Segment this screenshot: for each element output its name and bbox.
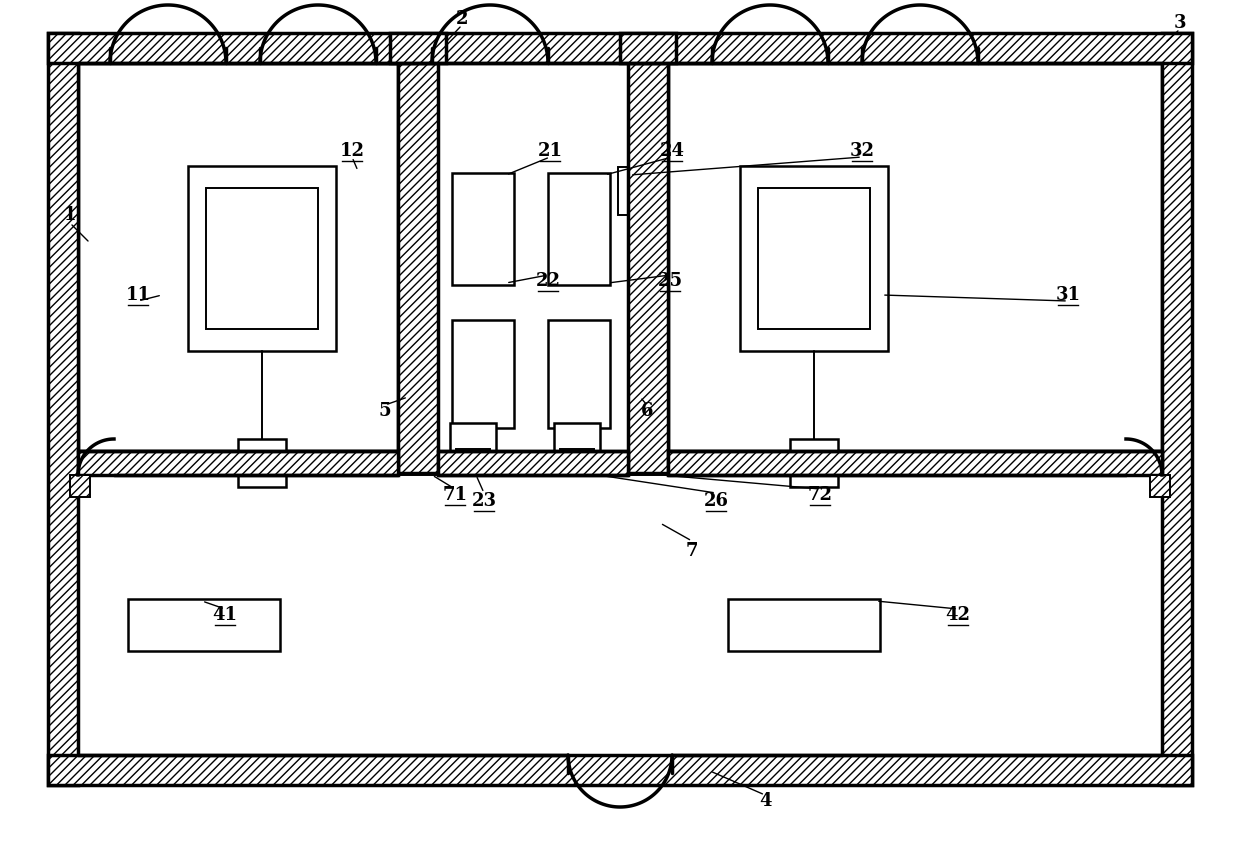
- Bar: [206, 188, 317, 329]
- Bar: [450, 423, 496, 451]
- Text: 12: 12: [340, 142, 365, 160]
- Bar: [740, 166, 888, 351]
- Text: 71: 71: [443, 486, 467, 504]
- Text: 22: 22: [536, 272, 560, 290]
- Bar: [790, 439, 838, 487]
- Text: 26: 26: [703, 492, 729, 510]
- Text: 72: 72: [807, 486, 832, 504]
- Text: 25: 25: [657, 272, 682, 290]
- Bar: [548, 320, 610, 428]
- Text: 24: 24: [660, 142, 684, 160]
- Text: 41: 41: [212, 606, 238, 624]
- Bar: [627, 63, 668, 473]
- Bar: [128, 599, 280, 651]
- Bar: [758, 188, 870, 329]
- Text: 7: 7: [686, 542, 698, 560]
- Bar: [620, 33, 676, 63]
- Text: 32: 32: [849, 142, 874, 160]
- Text: 2: 2: [456, 10, 469, 28]
- Bar: [48, 33, 78, 785]
- Bar: [188, 166, 336, 351]
- Bar: [1162, 33, 1192, 785]
- Bar: [438, 451, 627, 475]
- Text: 3: 3: [1174, 14, 1187, 32]
- Bar: [391, 33, 446, 63]
- Text: 6: 6: [641, 402, 653, 420]
- Bar: [48, 33, 1192, 63]
- Bar: [1149, 475, 1171, 497]
- Bar: [453, 320, 515, 428]
- Text: 31: 31: [1055, 286, 1080, 304]
- Bar: [456, 449, 490, 463]
- Text: 23: 23: [471, 492, 496, 510]
- Bar: [668, 63, 1162, 451]
- Bar: [668, 451, 1162, 475]
- Bar: [548, 173, 610, 285]
- Text: 42: 42: [945, 606, 971, 624]
- Bar: [554, 423, 600, 451]
- Bar: [48, 755, 1192, 785]
- Text: 5: 5: [378, 402, 392, 420]
- Bar: [728, 599, 880, 651]
- Bar: [560, 449, 594, 463]
- Bar: [453, 173, 515, 285]
- Bar: [78, 451, 398, 475]
- Bar: [78, 63, 398, 451]
- Text: 1: 1: [63, 206, 76, 224]
- Bar: [618, 167, 632, 215]
- Text: 4: 4: [759, 792, 771, 810]
- Bar: [69, 475, 91, 497]
- Bar: [238, 439, 286, 487]
- Bar: [398, 63, 438, 473]
- Text: 21: 21: [537, 142, 563, 160]
- Text: 11: 11: [125, 286, 150, 304]
